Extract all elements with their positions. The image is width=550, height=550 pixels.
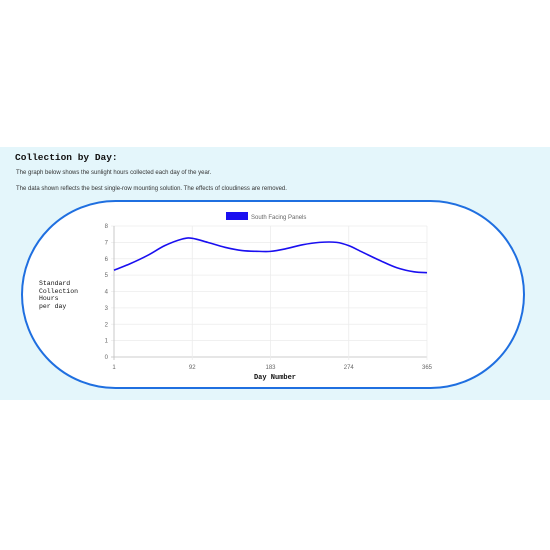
chart-series <box>113 237 428 274</box>
legend-swatch[interactable] <box>226 212 248 220</box>
y-tick-label: 8 <box>105 224 109 230</box>
y-tick-label: 1 <box>105 339 109 345</box>
description-sunlight: The graph below shows the sunlight hours… <box>16 170 212 176</box>
y-axis-label-line: Hours <box>39 295 59 302</box>
x-axis-ticks: 1 92 183 274 365 <box>112 365 432 371</box>
x-tick-label: 92 <box>189 365 196 371</box>
x-tick-label: 183 <box>265 365 276 371</box>
y-axis-label-line: per day <box>39 302 67 310</box>
chart-container <box>21 200 525 389</box>
y-tick-label: 3 <box>105 306 109 312</box>
y-axis-label: Standard Collection Hours per day <box>39 280 78 310</box>
x-axis-label: Day Number <box>253 374 296 382</box>
chart-grid <box>111 225 428 360</box>
section-heading: Collection by Day: <box>15 152 118 163</box>
x-tick-label: 365 <box>422 365 433 371</box>
y-tick-label: 5 <box>105 273 109 279</box>
description-mounting: The data shown reflects the best single-… <box>16 186 287 192</box>
y-tick-label: 2 <box>105 322 109 328</box>
y-tick-label: 4 <box>105 290 109 296</box>
x-tick-label: 274 <box>344 365 355 371</box>
chart-legend[interactable]: South Facing Panels <box>226 212 306 221</box>
series-line-south-facing-panels <box>113 237 428 274</box>
x-tick-label: 1 <box>112 365 116 371</box>
y-axis-ticks: 0 1 2 3 4 5 6 7 8 <box>105 224 109 361</box>
y-axis-label-line: Collection <box>39 287 79 295</box>
y-tick-label: 7 <box>105 240 109 246</box>
y-tick-label: 6 <box>105 257 109 263</box>
y-axis-label-line: Standard <box>39 280 71 287</box>
legend-label[interactable]: South Facing Panels <box>251 215 306 221</box>
y-tick-label: 0 <box>105 355 109 361</box>
